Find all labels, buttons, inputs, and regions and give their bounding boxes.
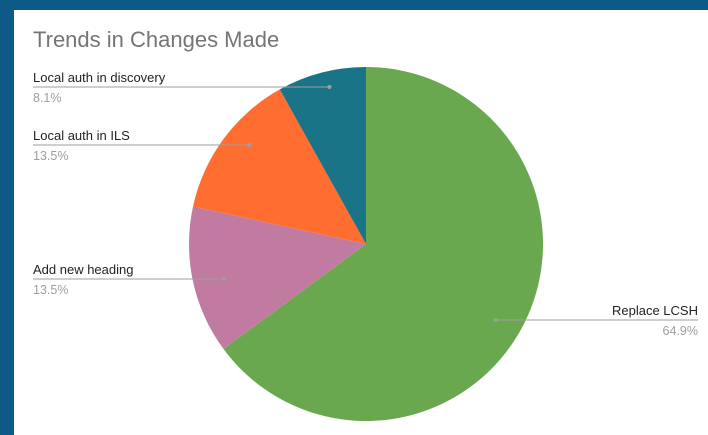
chart-title: Trends in Changes Made xyxy=(33,27,280,52)
leader-lines xyxy=(33,85,698,322)
slice-label-add-new-heading: Add new heading xyxy=(33,262,133,277)
slice-value-local-auth-in-ils: 13.5% xyxy=(33,149,68,163)
pie-slice-local-auth-in-ils xyxy=(193,89,366,244)
slice-label-local-auth-in-discovery: Local auth in discovery xyxy=(33,70,166,85)
pie-slices xyxy=(189,67,543,421)
pie-slice-local-auth-in-discovery xyxy=(279,67,366,244)
slice-labels: Replace LCSH 64.9% Add new heading 13.5% Loc… xyxy=(33,70,698,338)
slice-label-local-auth-in-ils: Local auth in ILS xyxy=(33,128,130,143)
slice-label-replace-lcsh: Replace LCSH xyxy=(612,303,698,318)
slice-value-replace-lcsh: 64.9% xyxy=(663,324,698,338)
slice-value-add-new-heading: 13.5% xyxy=(33,283,68,297)
pie-slice-add-new-heading xyxy=(189,206,366,349)
slice-value-local-auth-in-discovery: 8.1% xyxy=(33,91,62,105)
pie-slice-replace-lcsh xyxy=(223,67,543,421)
